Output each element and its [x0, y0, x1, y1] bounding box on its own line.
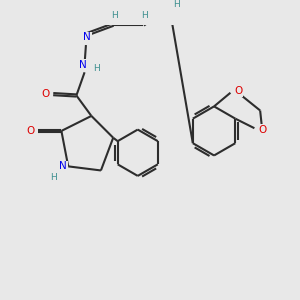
Text: H: H — [111, 11, 118, 20]
Text: H: H — [93, 64, 99, 73]
Text: O: O — [26, 126, 35, 136]
Text: O: O — [234, 86, 242, 96]
Text: N: N — [83, 32, 91, 42]
Text: N: N — [79, 60, 87, 70]
Text: N: N — [59, 161, 67, 171]
Text: O: O — [41, 89, 50, 99]
Text: H: H — [50, 173, 57, 182]
Text: O: O — [258, 124, 266, 135]
Text: H: H — [141, 11, 148, 20]
Text: H: H — [173, 0, 180, 9]
